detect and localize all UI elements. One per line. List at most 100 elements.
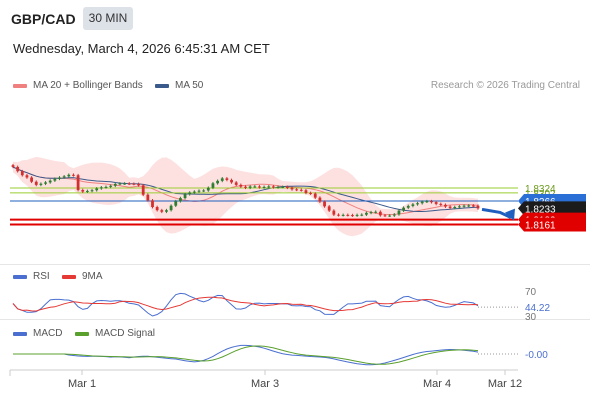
candle-body (169, 205, 173, 211)
candle-body (262, 186, 266, 188)
candle-body (160, 210, 164, 212)
candle-body (430, 201, 433, 203)
candle-body (378, 211, 382, 216)
candle-body (86, 190, 89, 192)
candle-body (220, 178, 224, 181)
candle-body (211, 183, 215, 188)
candle-body (90, 190, 94, 192)
ma50-line (12, 166, 479, 212)
candle-body (81, 190, 85, 192)
rsi-last-label: 44.22 (525, 303, 550, 314)
candle-body (374, 211, 378, 213)
candle-body (351, 215, 354, 217)
candle-body (76, 175, 80, 191)
legend-ma50: MA 50 (155, 80, 203, 91)
candle-body (48, 180, 52, 183)
legend-rsi-ma: 9MA (62, 271, 103, 282)
candle-body (20, 171, 24, 176)
candle-body (337, 214, 340, 216)
legend-ma20: MA 20 + Bollinger Bands (13, 80, 143, 91)
candle-body (439, 203, 443, 205)
candle-body (341, 214, 345, 216)
candle-body (174, 201, 178, 206)
candle-body (62, 176, 66, 178)
pane-divider (0, 319, 590, 320)
candle-body (188, 192, 192, 195)
candle-body (141, 185, 145, 195)
candle-body (146, 194, 150, 201)
candle-body (225, 178, 229, 180)
candle-body (165, 210, 168, 212)
candle-body (355, 214, 359, 216)
rsi-level-label: 30 (525, 312, 537, 323)
price-label-resistance: 1.8324 (525, 184, 556, 195)
x-tick-label: Mar 4 (423, 378, 451, 390)
projection-arrow (481, 207, 512, 219)
macd-swatch (13, 331, 27, 336)
candle-body (53, 178, 57, 181)
price-tag-support (518, 217, 586, 232)
candle-body (295, 189, 299, 191)
macd-line (13, 344, 479, 366)
candle-body (272, 186, 275, 188)
candle-body (406, 205, 410, 208)
candle-body (132, 183, 136, 185)
candle-body (267, 186, 271, 188)
timeframe-button[interactable]: 30 MIN (83, 7, 133, 30)
candle-body (462, 205, 466, 207)
candle-body (244, 186, 247, 188)
candle-body (299, 189, 303, 191)
price-label-support: 1.8161 (525, 221, 556, 232)
candle-body (30, 177, 33, 182)
rsi-level-label: 70 (525, 287, 537, 298)
x-tick-label: Mar 3 (251, 378, 279, 390)
candle-body (127, 183, 131, 185)
candle-body (467, 205, 471, 207)
candle-body (281, 186, 285, 188)
rsi-ma-line (12, 296, 479, 312)
candle-body (402, 207, 405, 211)
candle-body (285, 186, 289, 188)
macd-signal-line (13, 345, 479, 365)
candle-body (11, 165, 15, 167)
candle-body (444, 204, 447, 207)
legend-rsi: RSI (13, 271, 50, 282)
datetime-label: Wednesday, March 4, 2026 6:45:31 AM CET (13, 41, 270, 56)
pane-divider (0, 264, 590, 265)
legend-macd-signal: MACD Signal (75, 328, 155, 339)
symbol-title: GBP/CAD (11, 11, 76, 27)
macd-last-label: -0.00 (525, 350, 548, 361)
candle-body (197, 190, 201, 192)
legend-rsi-ma-label: 9MA (82, 271, 103, 282)
ma50-swatch (155, 83, 169, 88)
price-label-last: 1.8233 (525, 204, 556, 215)
candle-body (453, 207, 457, 209)
candle-body (25, 175, 29, 178)
candle-body (99, 187, 103, 189)
candle-body (216, 180, 219, 184)
candle-body (365, 212, 368, 215)
candle-body (383, 215, 387, 217)
candle-body (458, 206, 461, 208)
legend-ma20-label: MA 20 + Bollinger Bands (33, 80, 143, 91)
candle-body (471, 205, 475, 207)
candle-body (360, 214, 364, 216)
candle-body (113, 183, 117, 186)
x-tick-label: Mar 12 (488, 378, 522, 390)
legend-ma50-label: MA 50 (175, 80, 204, 91)
candle-body (72, 174, 75, 176)
rsi-line (12, 292, 479, 317)
candle-body (276, 186, 280, 188)
candle-body (253, 186, 257, 188)
price-tag-last (518, 201, 586, 216)
candle-body (323, 201, 326, 207)
ma20-swatch (13, 83, 27, 88)
candle-body (155, 207, 159, 211)
candle-body (248, 186, 252, 188)
candle-body (234, 182, 238, 185)
candle-body (388, 215, 392, 217)
candle-body (44, 182, 47, 184)
candle-body (304, 190, 308, 193)
candle-body (206, 187, 210, 191)
